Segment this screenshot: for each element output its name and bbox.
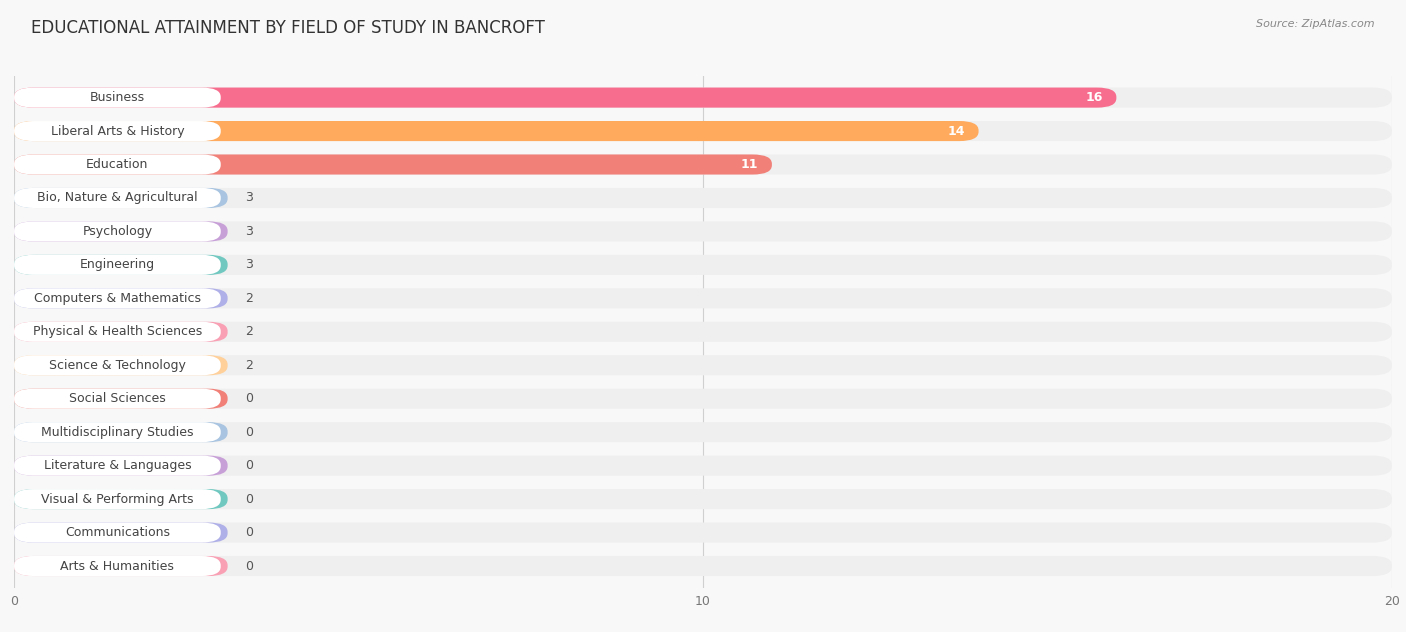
- Text: Physical & Health Sciences: Physical & Health Sciences: [32, 325, 202, 338]
- FancyBboxPatch shape: [14, 523, 221, 543]
- FancyBboxPatch shape: [14, 188, 221, 208]
- FancyBboxPatch shape: [14, 422, 1392, 442]
- FancyBboxPatch shape: [14, 288, 228, 308]
- Text: EDUCATIONAL ATTAINMENT BY FIELD OF STUDY IN BANCROFT: EDUCATIONAL ATTAINMENT BY FIELD OF STUDY…: [31, 19, 544, 37]
- FancyBboxPatch shape: [14, 489, 221, 509]
- FancyBboxPatch shape: [14, 355, 221, 375]
- Text: Liberal Arts & History: Liberal Arts & History: [51, 125, 184, 138]
- FancyBboxPatch shape: [14, 88, 1392, 107]
- FancyBboxPatch shape: [14, 188, 228, 208]
- FancyBboxPatch shape: [14, 322, 221, 342]
- FancyBboxPatch shape: [14, 556, 1392, 576]
- FancyBboxPatch shape: [14, 456, 1392, 476]
- FancyBboxPatch shape: [14, 288, 221, 308]
- Text: Arts & Humanities: Arts & Humanities: [60, 559, 174, 573]
- FancyBboxPatch shape: [14, 221, 1392, 241]
- FancyBboxPatch shape: [14, 88, 1116, 107]
- FancyBboxPatch shape: [14, 322, 1392, 342]
- Text: 14: 14: [948, 125, 965, 138]
- Text: 3: 3: [245, 258, 253, 271]
- FancyBboxPatch shape: [14, 255, 228, 275]
- FancyBboxPatch shape: [14, 355, 228, 375]
- FancyBboxPatch shape: [14, 456, 221, 476]
- FancyBboxPatch shape: [14, 389, 228, 409]
- Text: Multidisciplinary Studies: Multidisciplinary Studies: [41, 426, 194, 439]
- FancyBboxPatch shape: [14, 88, 221, 107]
- Text: 0: 0: [245, 526, 253, 539]
- Text: Engineering: Engineering: [80, 258, 155, 271]
- FancyBboxPatch shape: [14, 322, 228, 342]
- FancyBboxPatch shape: [14, 221, 228, 241]
- FancyBboxPatch shape: [14, 188, 1392, 208]
- FancyBboxPatch shape: [14, 355, 1392, 375]
- Text: 0: 0: [245, 459, 253, 472]
- Text: 3: 3: [245, 191, 253, 205]
- Text: Business: Business: [90, 91, 145, 104]
- FancyBboxPatch shape: [14, 389, 1392, 409]
- FancyBboxPatch shape: [14, 489, 228, 509]
- Text: 11: 11: [741, 158, 758, 171]
- Text: 2: 2: [245, 325, 253, 338]
- FancyBboxPatch shape: [14, 221, 221, 241]
- Text: Education: Education: [86, 158, 149, 171]
- FancyBboxPatch shape: [14, 556, 228, 576]
- FancyBboxPatch shape: [14, 456, 228, 476]
- FancyBboxPatch shape: [14, 154, 1392, 174]
- FancyBboxPatch shape: [14, 422, 221, 442]
- FancyBboxPatch shape: [14, 288, 1392, 308]
- FancyBboxPatch shape: [14, 523, 1392, 543]
- FancyBboxPatch shape: [14, 121, 979, 141]
- Text: Literature & Languages: Literature & Languages: [44, 459, 191, 472]
- FancyBboxPatch shape: [14, 489, 1392, 509]
- Text: Communications: Communications: [65, 526, 170, 539]
- FancyBboxPatch shape: [14, 422, 228, 442]
- FancyBboxPatch shape: [14, 121, 221, 141]
- Text: 0: 0: [245, 392, 253, 405]
- FancyBboxPatch shape: [14, 121, 1392, 141]
- FancyBboxPatch shape: [14, 523, 228, 543]
- Text: Bio, Nature & Agricultural: Bio, Nature & Agricultural: [37, 191, 198, 205]
- Text: 2: 2: [245, 292, 253, 305]
- FancyBboxPatch shape: [14, 255, 1392, 275]
- FancyBboxPatch shape: [14, 255, 221, 275]
- Text: 0: 0: [245, 426, 253, 439]
- Text: 3: 3: [245, 225, 253, 238]
- Text: Science & Technology: Science & Technology: [49, 359, 186, 372]
- Text: 0: 0: [245, 559, 253, 573]
- Text: 16: 16: [1085, 91, 1102, 104]
- FancyBboxPatch shape: [14, 154, 221, 174]
- Text: Computers & Mathematics: Computers & Mathematics: [34, 292, 201, 305]
- Text: 0: 0: [245, 492, 253, 506]
- Text: Source: ZipAtlas.com: Source: ZipAtlas.com: [1257, 19, 1375, 29]
- Text: Visual & Performing Arts: Visual & Performing Arts: [41, 492, 194, 506]
- FancyBboxPatch shape: [14, 556, 221, 576]
- Text: 2: 2: [245, 359, 253, 372]
- FancyBboxPatch shape: [14, 154, 772, 174]
- FancyBboxPatch shape: [14, 389, 221, 409]
- Text: Social Sciences: Social Sciences: [69, 392, 166, 405]
- Text: Psychology: Psychology: [83, 225, 152, 238]
